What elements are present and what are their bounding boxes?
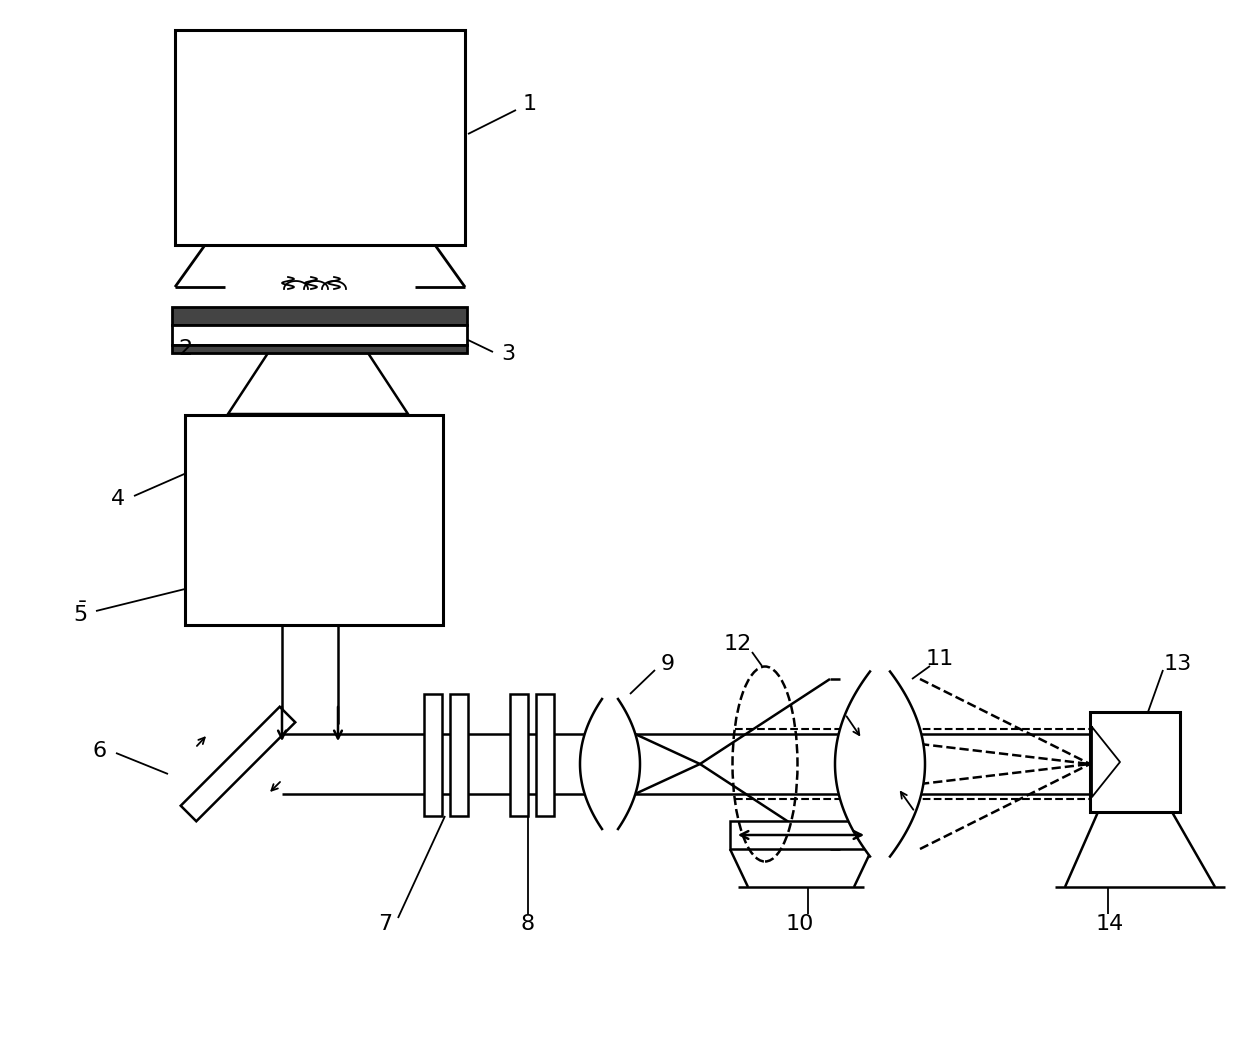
Text: 2: 2 <box>177 339 192 359</box>
Bar <box>1090 712 1180 812</box>
Text: 10: 10 <box>786 914 815 934</box>
Bar <box>172 307 467 325</box>
Bar <box>172 325 467 345</box>
Text: 9: 9 <box>661 654 675 674</box>
Bar <box>175 30 465 245</box>
Text: 4: 4 <box>110 489 125 509</box>
Polygon shape <box>835 671 925 857</box>
Text: 13: 13 <box>1164 654 1192 674</box>
Polygon shape <box>580 699 640 829</box>
Text: 14: 14 <box>1096 914 1125 934</box>
Text: 11: 11 <box>926 649 954 669</box>
Text: 8: 8 <box>521 914 536 934</box>
Text: 7: 7 <box>378 914 392 934</box>
Text: $\bar{5}$: $\bar{5}$ <box>73 602 87 627</box>
Bar <box>510 694 528 816</box>
Text: 3: 3 <box>501 344 515 364</box>
Text: 12: 12 <box>724 634 753 654</box>
Bar <box>450 694 467 816</box>
Bar <box>172 345 467 353</box>
Text: 1: 1 <box>523 94 537 114</box>
Bar <box>185 415 443 625</box>
Polygon shape <box>181 706 295 821</box>
Bar <box>730 821 872 849</box>
Text: 6: 6 <box>93 741 107 761</box>
Bar <box>536 694 554 816</box>
Bar <box>424 694 441 816</box>
